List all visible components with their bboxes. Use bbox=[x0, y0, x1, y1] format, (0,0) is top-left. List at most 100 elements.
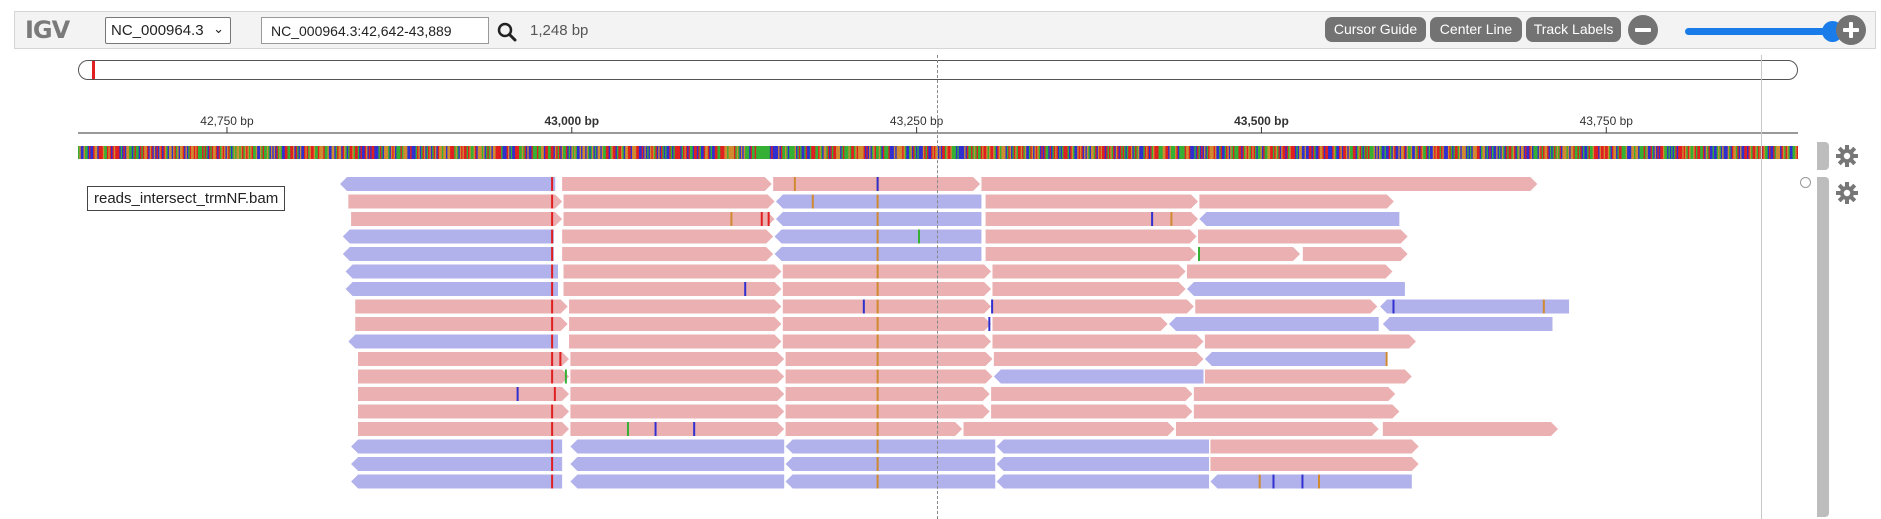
sequence-base bbox=[1613, 146, 1616, 159]
sequence-base bbox=[954, 146, 957, 159]
sequence-base bbox=[1056, 146, 1059, 159]
search-icon[interactable] bbox=[497, 22, 517, 42]
sequence-base bbox=[1282, 146, 1285, 159]
sequence-base bbox=[957, 146, 960, 159]
sequence-base bbox=[1443, 146, 1446, 159]
sequence-base bbox=[1369, 146, 1372, 159]
gear-icon[interactable] bbox=[1835, 144, 1859, 168]
sequence-base bbox=[514, 146, 517, 159]
sequence-base bbox=[170, 146, 173, 159]
sequence-base bbox=[1303, 146, 1306, 159]
sequence-base bbox=[341, 146, 344, 159]
alignment-read bbox=[562, 229, 774, 244]
sequence-base bbox=[262, 146, 265, 159]
sequence-base bbox=[601, 146, 604, 159]
mismatch-mark bbox=[876, 387, 879, 401]
ruler-tick-label: 42,750 bp bbox=[200, 114, 254, 128]
sequence-base bbox=[1722, 146, 1724, 159]
sequence-base bbox=[1538, 146, 1541, 159]
sequence-base bbox=[434, 146, 437, 159]
sequence-base bbox=[1004, 146, 1006, 159]
sequence-base bbox=[1075, 146, 1078, 159]
sequence-base bbox=[396, 146, 399, 159]
sequence-base bbox=[173, 146, 175, 159]
sequence-base bbox=[352, 146, 355, 159]
sequence-base bbox=[1139, 146, 1141, 159]
sequence-base bbox=[1008, 146, 1011, 159]
sequence-base bbox=[1500, 146, 1503, 159]
alignment-read bbox=[785, 474, 996, 489]
gear-icon[interactable] bbox=[1835, 181, 1859, 205]
center-line-button[interactable]: Center Line bbox=[1430, 17, 1522, 42]
sequence-base bbox=[246, 146, 248, 159]
cursor-guide-button[interactable]: Cursor Guide bbox=[1325, 17, 1426, 42]
alignment-read bbox=[569, 317, 782, 331]
genome-select[interactable]: NC_000964.3 ⌄ bbox=[105, 17, 231, 44]
mismatch-mark bbox=[551, 212, 554, 226]
sequence-base bbox=[558, 146, 561, 159]
alignment-track-scrollbar[interactable] bbox=[1817, 177, 1829, 517]
sequence-base bbox=[706, 146, 709, 159]
alignment-read bbox=[996, 457, 1210, 471]
chromosome-ideogram[interactable] bbox=[78, 60, 1798, 80]
sequence-base bbox=[538, 146, 541, 159]
sequence-base bbox=[1533, 146, 1536, 159]
sequence-base bbox=[922, 146, 925, 159]
sequence-base bbox=[1536, 146, 1538, 159]
sequence-base bbox=[858, 146, 860, 159]
sequence-base bbox=[1632, 146, 1635, 159]
sequence-base bbox=[824, 146, 827, 159]
sequence-base bbox=[1391, 146, 1394, 159]
sequence-base bbox=[462, 146, 465, 159]
mismatch-mark bbox=[793, 177, 796, 191]
sequence-base bbox=[731, 146, 734, 159]
sequence-base bbox=[987, 146, 990, 159]
mismatch-mark bbox=[551, 334, 554, 349]
zoom-out-icon[interactable] bbox=[1628, 15, 1658, 45]
mismatch-mark bbox=[876, 177, 879, 191]
sequence-base bbox=[960, 146, 962, 159]
alignment-read bbox=[1210, 474, 1412, 489]
sequence-base bbox=[94, 146, 97, 159]
sequence-base bbox=[317, 146, 320, 159]
zoom-slider[interactable] bbox=[1685, 28, 1835, 35]
sequence-base bbox=[1405, 146, 1407, 159]
sequence-base bbox=[1678, 146, 1680, 159]
sequence-base bbox=[383, 146, 386, 159]
sequence-base bbox=[266, 146, 269, 159]
sequence-base bbox=[269, 146, 272, 159]
sequence-base bbox=[1117, 146, 1119, 159]
sequence-base bbox=[188, 146, 191, 159]
sequence-base bbox=[513, 146, 516, 159]
zoom-in-icon[interactable] bbox=[1836, 15, 1866, 45]
sequence-base bbox=[253, 146, 255, 159]
alignment-read bbox=[351, 474, 563, 489]
alignment-read bbox=[992, 282, 1186, 296]
sequence-base bbox=[1410, 146, 1413, 159]
sequence-base bbox=[95, 146, 98, 159]
sequence-base bbox=[1661, 146, 1664, 159]
sequence-base bbox=[1108, 146, 1111, 159]
sequence-base bbox=[813, 146, 816, 159]
sequence-base bbox=[1090, 146, 1093, 159]
sequence-base bbox=[553, 146, 556, 159]
sequence-base bbox=[929, 146, 932, 159]
alignment-read bbox=[996, 474, 1210, 489]
track-labels-button[interactable]: Track Labels bbox=[1526, 17, 1621, 42]
sequence-base bbox=[323, 146, 326, 159]
sequence-base bbox=[1374, 146, 1377, 159]
sequence-track-scrollbar[interactable] bbox=[1817, 142, 1829, 170]
track-drag-handle[interactable] bbox=[1800, 177, 1811, 188]
sequence-base bbox=[775, 146, 778, 159]
mismatch-mark bbox=[876, 212, 879, 226]
sequence-base bbox=[377, 146, 379, 159]
sequence-base bbox=[1508, 146, 1511, 159]
sequence-base bbox=[1514, 146, 1516, 159]
sequence-base bbox=[345, 146, 348, 159]
locus-input[interactable]: NC_000964.3:42,642-43,889 bbox=[261, 17, 489, 44]
sequence-base bbox=[1341, 146, 1344, 159]
sequence-base bbox=[138, 146, 141, 159]
sequence-base bbox=[1680, 146, 1683, 159]
sequence-base bbox=[379, 146, 382, 159]
sequence-base bbox=[177, 146, 180, 159]
